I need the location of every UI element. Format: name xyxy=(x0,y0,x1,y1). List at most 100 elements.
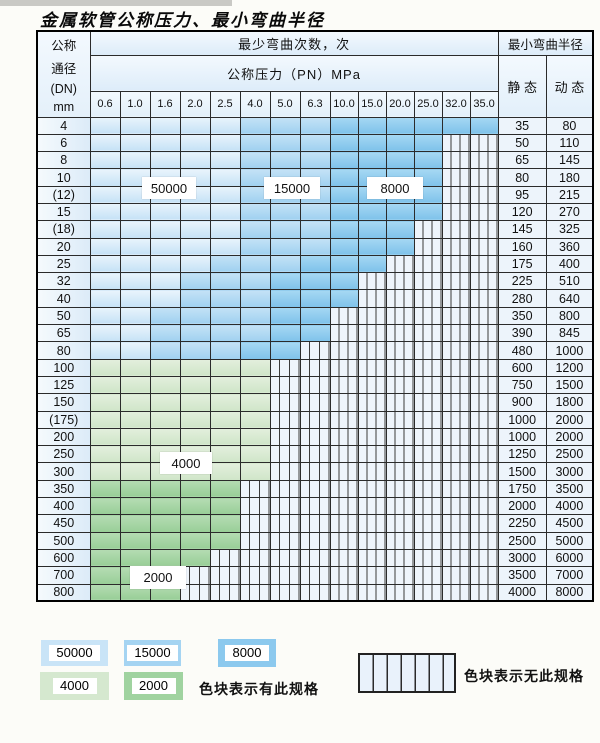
spec-cell-15000 xyxy=(239,220,271,239)
no-spec-cell xyxy=(329,497,359,516)
pressure-col-header: 20.0 xyxy=(385,90,415,118)
no-spec-cell xyxy=(469,151,499,170)
static-radius-cell: 350 xyxy=(497,306,547,326)
table-row-dn-450: 450 2250 4500 xyxy=(36,514,594,533)
table-row-dn-65: 65 390 845 xyxy=(36,324,594,343)
no-spec-cell xyxy=(209,583,241,602)
static-radius-cell: 80 xyxy=(497,168,547,187)
no-spec-cell xyxy=(385,427,415,447)
no-spec-cell xyxy=(269,410,301,429)
spec-cell-2000 xyxy=(179,531,211,550)
spec-cell-4000 xyxy=(179,375,211,395)
spec-cell-15000 xyxy=(239,133,271,153)
dn-cell: 6 xyxy=(36,133,91,153)
static-radius-cell: 160 xyxy=(497,237,547,256)
band-label-50000: 50000 xyxy=(142,177,196,199)
no-spec-cell xyxy=(469,220,499,239)
legend-swatch-label: 15000 xyxy=(127,645,178,661)
spec-cell-2000 xyxy=(149,531,181,550)
spec-cell-8000 xyxy=(299,289,331,308)
spec-cell-8000 xyxy=(329,289,359,308)
no-spec-cell xyxy=(329,566,359,585)
no-spec-cell xyxy=(441,168,471,187)
no-spec-cell xyxy=(269,497,301,516)
static-radius-cell: 145 xyxy=(497,220,547,239)
table-row-dn-700: 700 3500 7000 xyxy=(36,566,594,585)
no-spec-cell xyxy=(441,289,471,308)
spec-cell-50000 xyxy=(89,133,121,153)
spec-cell-15000 xyxy=(239,306,271,326)
no-spec-cell xyxy=(385,462,415,481)
no-spec-cell xyxy=(329,375,359,395)
dynamic-radius-cell: 1800 xyxy=(545,393,594,412)
no-spec-cell xyxy=(469,497,499,516)
spec-cell-8000 xyxy=(357,133,387,153)
dn-cell: 15 xyxy=(36,202,91,222)
no-spec-cell xyxy=(179,566,211,585)
spec-cell-8000 xyxy=(299,272,331,291)
legend-swatch-4000: 4000 xyxy=(40,672,109,700)
corner-header-line: mm xyxy=(53,100,75,114)
spec-cell-15000 xyxy=(209,254,241,274)
no-spec-cell xyxy=(299,566,331,585)
no-spec-cell xyxy=(413,566,443,585)
no-spec-cell xyxy=(441,410,471,429)
no-spec-cell xyxy=(269,393,301,412)
spec-cell-50000 xyxy=(89,220,121,239)
spec-cell-15000 xyxy=(239,237,271,256)
no-spec-cell xyxy=(329,548,359,568)
no-spec-cell xyxy=(329,324,359,343)
no-spec-cell xyxy=(385,445,415,464)
spec-cell-15000 xyxy=(239,202,271,222)
no-spec-cell xyxy=(441,427,471,447)
table-row-dn-175: (175) 1000 2000 xyxy=(36,410,594,429)
static-radius-cell: 2000 xyxy=(497,497,547,516)
table-row-dn-40: 40 280 640 xyxy=(36,289,594,308)
pressure-col-header: 2.0 xyxy=(179,90,211,118)
static-radius-cell: 4000 xyxy=(497,583,547,602)
no-spec-cell xyxy=(357,393,387,412)
dn-cell: 32 xyxy=(36,272,91,291)
no-spec-cell xyxy=(299,375,331,395)
no-spec-cell xyxy=(299,514,331,533)
dn-cell: 20 xyxy=(36,237,91,256)
dynamic-radius-cell: 2000 xyxy=(545,427,594,447)
no-spec-cell xyxy=(269,358,301,377)
spec-cell-4000 xyxy=(89,445,121,464)
dynamic-radius-cell: 1000 xyxy=(545,341,594,360)
table-row-dn-125: 125 750 1500 xyxy=(36,375,594,395)
spec-cell-2000 xyxy=(179,548,211,568)
spec-cell-2000 xyxy=(149,548,181,568)
spec-cell-8000 xyxy=(413,116,443,135)
table-row-dn-4: 4 35 80 xyxy=(36,116,594,135)
min-bend-radius-header: 最小弯曲半径 xyxy=(497,30,594,56)
static-radius-cell: 50 xyxy=(497,133,547,153)
no-spec-cell xyxy=(413,254,443,274)
dn-cell: 600 xyxy=(36,548,91,568)
table-row-dn-100: 100 600 1200 xyxy=(36,358,594,377)
dynamic-radius-cell: 7000 xyxy=(545,566,594,585)
spec-cell-2000 xyxy=(209,531,241,550)
spec-cell-15000 xyxy=(239,151,271,170)
spec-cell-8000 xyxy=(357,237,387,256)
spec-cell-8000 xyxy=(413,202,443,222)
dn-cell: 450 xyxy=(36,514,91,533)
spec-cell-15000 xyxy=(149,324,181,343)
pressure-col-header: 1.0 xyxy=(119,90,151,118)
dynamic-radius-cell: 1500 xyxy=(545,375,594,395)
table-row-dn-6: 6 50 110 xyxy=(36,133,594,153)
no-spec-cell xyxy=(385,531,415,550)
legend-swatch-label: 8000 xyxy=(225,645,269,661)
spec-cell-2000 xyxy=(119,514,151,533)
static-radius-cell: 65 xyxy=(497,151,547,170)
table-row-dn-350: 350 1750 3500 xyxy=(36,479,594,499)
spec-cell-50000 xyxy=(89,289,121,308)
spec-cell-50000 xyxy=(149,272,181,291)
no-spec-cell xyxy=(239,497,271,516)
no-spec-cell xyxy=(441,237,471,256)
legend-swatch-8000: 8000 xyxy=(218,639,276,667)
static-radius-cell: 900 xyxy=(497,393,547,412)
no-spec-cell xyxy=(299,393,331,412)
spec-cell-15000 xyxy=(269,220,301,239)
spec-cell-4000 xyxy=(119,393,151,412)
